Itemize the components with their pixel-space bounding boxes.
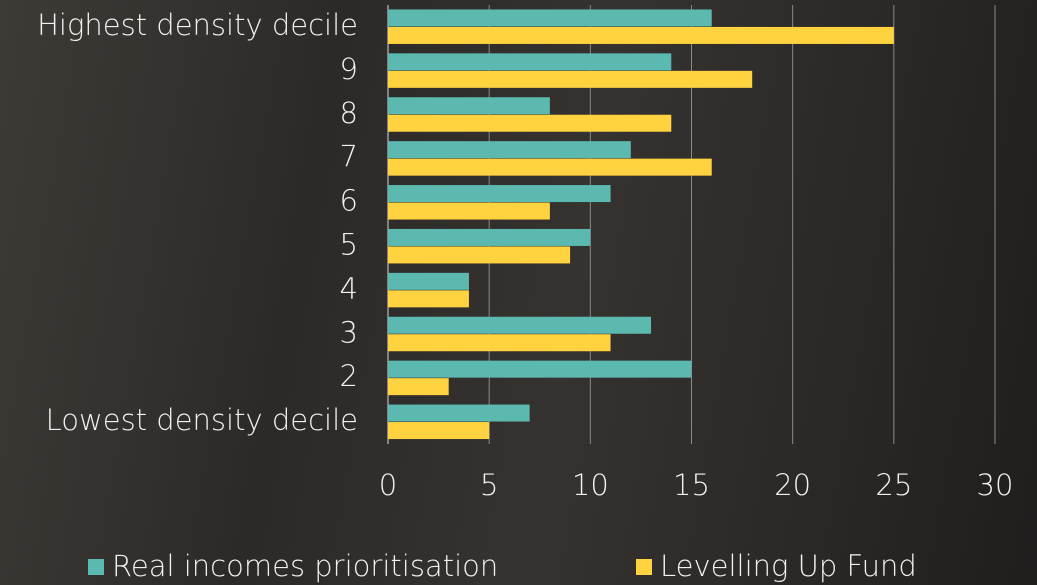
x-tick-label: 30: [977, 468, 1014, 502]
bar: [388, 316, 652, 334]
bar: [388, 97, 550, 115]
y-tick-label: 3: [340, 315, 358, 349]
bar: [388, 202, 550, 220]
y-tick-label: 4: [340, 271, 358, 305]
y-tick-label: 6: [340, 184, 358, 218]
bar: [388, 290, 469, 308]
bar: [388, 228, 591, 246]
x-tick-label: 5: [480, 468, 498, 502]
bar: [388, 26, 894, 44]
bar: [388, 360, 692, 378]
legend-label: Levelling Up Fund: [660, 549, 917, 583]
bar: [388, 185, 611, 203]
x-tick-label: 10: [572, 468, 609, 502]
bar: [388, 114, 672, 132]
bar: [388, 404, 530, 422]
x-tick-label: 25: [875, 468, 912, 502]
y-tick-label: 8: [340, 96, 358, 130]
x-tick-label: 20: [774, 468, 811, 502]
bar: [388, 70, 753, 88]
bar: [388, 9, 712, 27]
legend-swatch: [88, 559, 104, 575]
bar: [388, 378, 449, 396]
bar: [388, 246, 571, 264]
y-tick-label: Highest density decile: [37, 8, 358, 42]
bar: [388, 334, 611, 352]
bar: [388, 141, 631, 159]
y-tick-label: 9: [340, 52, 358, 86]
bar: [388, 53, 672, 71]
x-tick-label: 0: [379, 468, 397, 502]
bar: [388, 422, 490, 440]
y-tick-label: Lowest density decile: [46, 403, 358, 437]
y-tick-label: 7: [340, 140, 358, 174]
y-tick-label: 2: [340, 359, 358, 393]
y-tick-label: 5: [340, 227, 358, 261]
bar: [388, 158, 712, 176]
bar: [388, 272, 469, 290]
legend-swatch: [636, 559, 652, 575]
legend-label: Real incomes prioritisation: [112, 549, 498, 583]
x-tick-label: 15: [673, 468, 710, 502]
